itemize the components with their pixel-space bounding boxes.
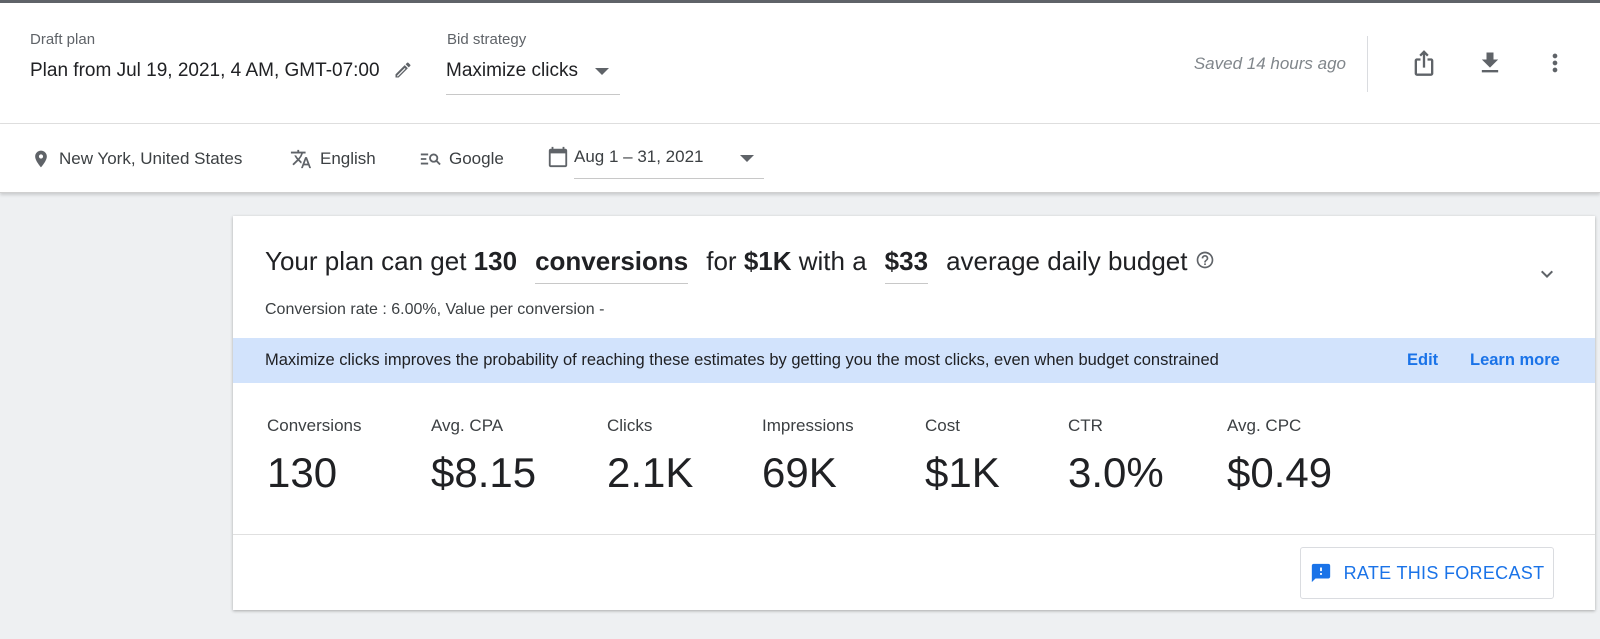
location-value: New York, United States [59, 149, 243, 168]
more-vert-icon [1552, 53, 1558, 73]
location-filter[interactable]: New York, United States [31, 146, 242, 172]
network-value: Google [449, 149, 504, 168]
bid-strategy-value: Maximize clicks [446, 60, 578, 81]
metric-label-avg-cpa: Avg. CPA [431, 416, 504, 435]
learn-more-link[interactable]: Learn more [1470, 351, 1560, 369]
metric-value-cost: $1K [925, 449, 1000, 496]
share-icon [1414, 50, 1434, 76]
bid-strategy-dropdown[interactable]: Maximize clicks [446, 48, 620, 95]
metric-label-impressions: Impressions [762, 416, 854, 435]
expand-chevron-icon[interactable] [1535, 262, 1559, 291]
banner-text: Maximize clicks improves the probability… [265, 351, 1219, 369]
budget-selector[interactable]: $33 [884, 246, 929, 284]
metric-label-avg-cpc: Avg. CPC [1227, 416, 1302, 435]
edit-plan-name-icon[interactable] [393, 60, 413, 80]
metric-label-conversions: Conversions [267, 416, 362, 435]
draft-plan-label: Draft plan [30, 31, 96, 48]
forecast-summary: Your plan can get 130 conversions for $1… [265, 246, 1215, 284]
language-filter[interactable]: English [290, 146, 376, 172]
download-button[interactable] [1470, 43, 1510, 83]
date-range-dropdown[interactable]: Aug 1 – 31, 2021 [574, 138, 764, 179]
translate-icon [290, 149, 312, 169]
top-border [0, 0, 1600, 3]
metric-label-cost: Cost [925, 416, 960, 435]
date-range-value: Aug 1 – 31, 2021 [574, 147, 704, 166]
download-icon [1481, 52, 1499, 73]
rate-forecast-button[interactable]: RATE THIS FORECAST [1300, 547, 1554, 599]
share-button[interactable] [1404, 43, 1444, 83]
summary-prefix: Your plan can get [265, 246, 467, 276]
dropdown-arrow-icon [595, 68, 609, 75]
metric-value-avg-cpc: $0.49 [1227, 449, 1333, 496]
network-filter[interactable]: Google [419, 146, 504, 172]
metric-selector-value: conversions [535, 246, 689, 276]
summary-with: with a [798, 246, 867, 276]
metric-value-avg-cpa: $8.15 [431, 449, 537, 496]
budget-value: $33 [884, 246, 929, 276]
dropdown-arrow-icon [740, 155, 754, 162]
language-value: English [320, 149, 376, 168]
edit-link[interactable]: Edit [1407, 351, 1439, 369]
info-banner: Maximize clicks improves the probability… [233, 338, 1595, 383]
calendar-icon [547, 146, 569, 173]
targeting-filters-bar: New York, United States English Google A… [0, 124, 1600, 193]
header-divider [1367, 36, 1368, 92]
location-pin-icon [35, 150, 47, 168]
metric-value-clicks: 2.1K [607, 449, 694, 496]
metric-value-conversions: 130 [267, 449, 338, 496]
metric-label-ctr: CTR [1068, 416, 1103, 435]
plan-name: Plan from Jul 19, 2021, 4 AM, GMT-07:00 [30, 60, 380, 81]
metric-label-clicks: Clicks [607, 416, 653, 435]
summary-suffix: average daily budget [946, 246, 1188, 276]
bid-strategy-label: Bid strategy [447, 31, 527, 48]
saved-status: Saved 14 hours ago [1193, 54, 1346, 73]
card-divider [233, 534, 1595, 535]
feedback-icon [1311, 563, 1330, 583]
search-list-icon [420, 153, 441, 166]
rate-forecast-label: RATE THIS FORECAST [1343, 562, 1545, 583]
summary-for: for [706, 246, 737, 276]
metric-value-impressions: 69K [762, 449, 837, 496]
forecast-card: Your plan can get 130 conversions for $1… [233, 216, 1595, 610]
plan-header: Draft plan Plan from Jul 19, 2021, 4 AM,… [0, 3, 1600, 124]
conversion-rate-text: Conversion rate : 6.00%, Value per conve… [265, 301, 605, 318]
help-icon[interactable] [1195, 246, 1215, 277]
summary-cost: $1K [743, 246, 792, 276]
metric-selector[interactable]: conversions [535, 246, 689, 284]
metric-value-ctr: 3.0% [1068, 449, 1164, 496]
more-options-button[interactable] [1535, 43, 1575, 83]
summary-count: 130 [473, 246, 518, 276]
